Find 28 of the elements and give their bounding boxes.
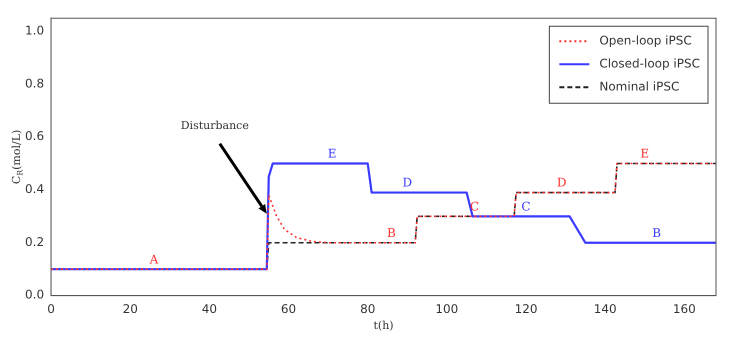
annotation: D [402, 176, 412, 190]
x-tick-label: 140 [594, 302, 617, 316]
x-tick-label: 40 [202, 302, 218, 316]
x-tick-label: 0 [47, 302, 55, 316]
x-tick-label: 80 [360, 302, 376, 316]
annotation: Disturbance [180, 119, 249, 132]
y-tick-label: 0.8 [24, 76, 44, 90]
annotation: B [652, 226, 662, 240]
y-tick-label: 0.4 [24, 182, 44, 196]
legend-label: Closed-loop iPSC [599, 56, 700, 70]
x-tick-label: 120 [514, 302, 538, 316]
x-axis-title: t(h) [374, 318, 394, 332]
y-tick-label: 0.0 [24, 288, 44, 302]
annotation: E [328, 146, 336, 161]
y-tick-label: 0.6 [24, 129, 44, 144]
x-tick-label: 60 [280, 302, 296, 316]
annotation: C [521, 199, 531, 214]
x-tick-label: 100 [435, 302, 458, 316]
legend-label: Open-loop iPSC [599, 33, 692, 48]
y-tick-label: 0.2 [24, 234, 44, 249]
y-tick-label: 1.0 [24, 24, 44, 38]
x-tick-label: 20 [122, 302, 138, 316]
annotation: A [148, 252, 159, 266]
x-tick-label: 160 [672, 302, 696, 316]
annotation: E [640, 146, 650, 161]
annotation: B [387, 226, 396, 240]
legend-label: Nominal iPSC [599, 79, 680, 94]
annotation: D [556, 176, 566, 190]
